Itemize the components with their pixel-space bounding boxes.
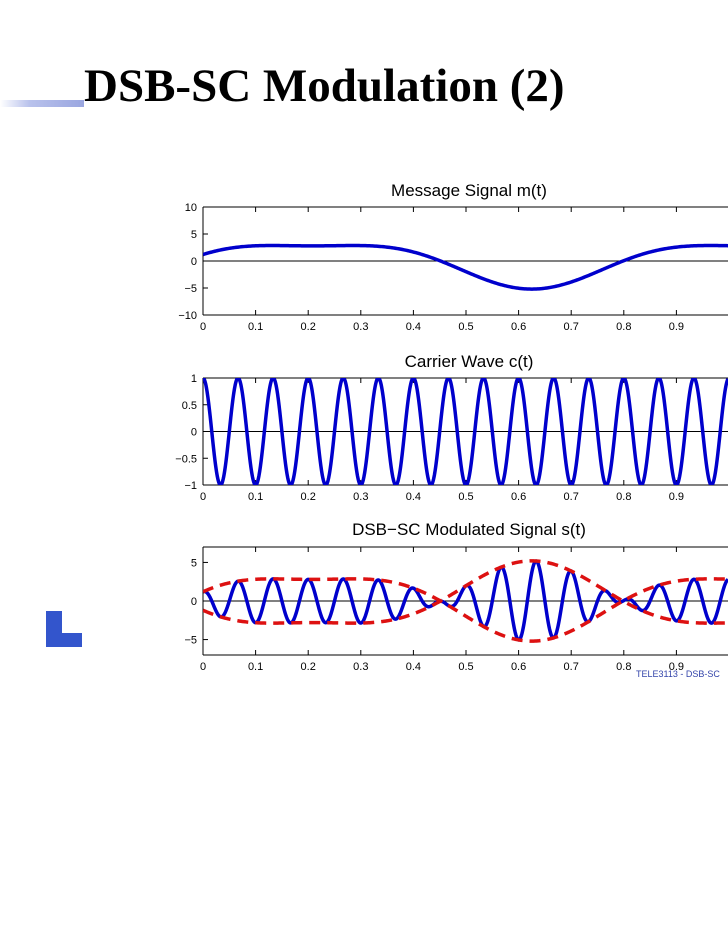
plot-area (203, 243, 728, 291)
x-tick-label: 0.7 (564, 321, 579, 333)
x-tick-label: 0.4 (406, 661, 421, 673)
x-tick-label: 0.1 (248, 491, 263, 503)
series-line-modulated (203, 559, 728, 642)
x-tick-label: 0.6 (511, 661, 526, 673)
x-tick-label: 0.3 (353, 321, 368, 333)
y-tick-label: 0 (191, 596, 197, 608)
x-tick-label: 0.9 (669, 321, 684, 333)
chart-title: DSB−SC Modulated Signal s(t) (352, 520, 586, 539)
x-tick-label: 0.8 (616, 491, 631, 503)
x-tick-label: 0.7 (564, 661, 579, 673)
x-tick-label: 0.5 (458, 491, 473, 503)
x-tick-label: 0.2 (301, 321, 316, 333)
x-tick-label: 0.1 (248, 321, 263, 333)
slide-title: DSB-SC Modulation (2) (84, 60, 565, 112)
corner-logo-mark (46, 611, 82, 647)
x-tick-label: 0.5 (458, 661, 473, 673)
x-tick-label: 0.3 (353, 491, 368, 503)
y-tick-label: 10 (185, 202, 197, 214)
y-tick-label: 1 (191, 373, 197, 385)
x-tick-label: 0.6 (511, 491, 526, 503)
y-tick-label: −1 (184, 480, 197, 492)
y-tick-label: −5 (184, 283, 197, 295)
x-tick-label: 0 (200, 321, 206, 333)
series-line-envelope-lower (203, 559, 728, 625)
x-tick-label: 0 (200, 491, 206, 503)
x-tick-label: 0.8 (616, 661, 631, 673)
y-tick-label: 5 (191, 229, 197, 241)
x-tick-label: 0.2 (301, 491, 316, 503)
x-tick-label: 0.2 (301, 661, 316, 673)
series-line-carrier (203, 378, 728, 485)
series-line-message (203, 243, 728, 291)
x-tick-label: 0.6 (511, 321, 526, 333)
x-tick-label: 0.9 (669, 491, 684, 503)
x-tick-label: 0.5 (458, 321, 473, 333)
chart-panel-3: DSB−SC Modulated Signal s(t) 0 0.1 0.2 0.3 0.… (184, 520, 728, 673)
chart-title: Message Signal m(t) (391, 181, 547, 200)
x-tick-label: 0.1 (248, 661, 263, 673)
chart-title: Carrier Wave c(t) (405, 352, 534, 371)
y-tick-label: 0.5 (182, 400, 197, 412)
x-tick-label: 0 (200, 661, 206, 673)
y-tick-label: 0 (191, 256, 197, 268)
x-tick-label: 0.3 (353, 661, 368, 673)
x-tick-label: 0.4 (406, 491, 421, 503)
x-tick-label: 0.8 (616, 321, 631, 333)
series-line-envelope-upper (203, 577, 728, 643)
plot-area (203, 378, 728, 485)
x-tick-label: 0.9 (669, 661, 684, 673)
plot-area (203, 559, 728, 643)
title-underline (0, 100, 84, 107)
x-tick-label: 0.7 (564, 491, 579, 503)
chart-panel-1: Message Signal m(t) 0 0.1 0.2 0.3 0.4 0.5 0.6 0.… (178, 181, 728, 333)
y-tick-label: −0.5 (175, 453, 197, 465)
y-tick-label: −10 (178, 310, 197, 322)
chart-panel-2: Carrier Wave c(t) 0 0.1 0.2 0.3 0.4 0.5 0.6 0.7 0… (175, 352, 728, 503)
slide-footer: TELE3113 - DSB-SC (636, 669, 720, 679)
x-tick-label: 0.4 (406, 321, 421, 333)
y-tick-label: 5 (191, 557, 197, 569)
y-tick-label: −5 (184, 635, 197, 647)
y-tick-label: 0 (191, 427, 197, 439)
